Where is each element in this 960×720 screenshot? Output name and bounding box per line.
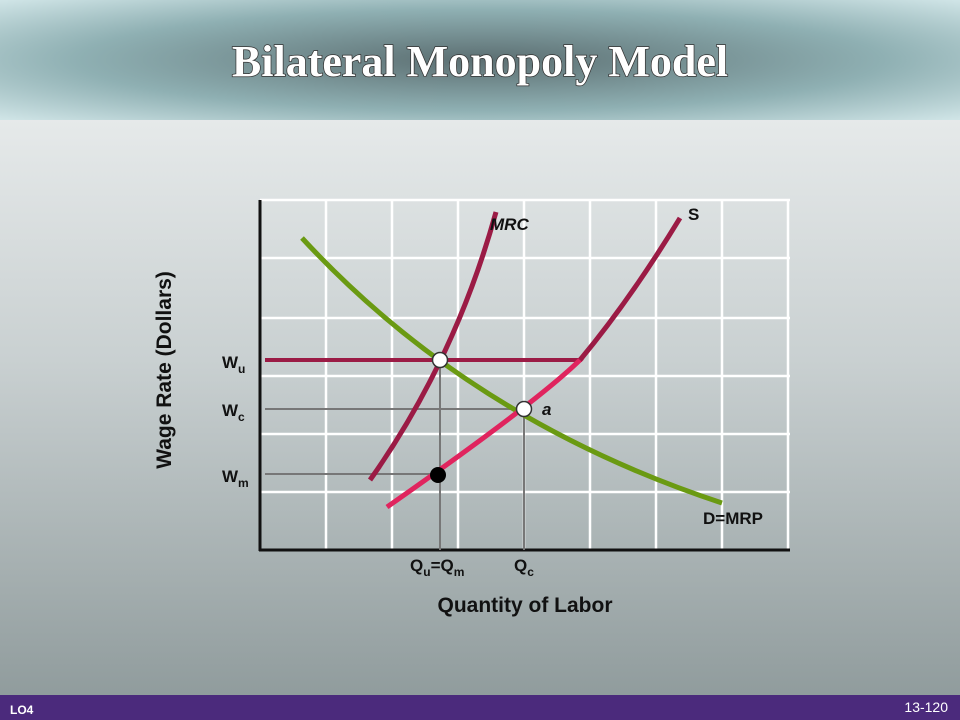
x-axis-label: Quantity of Labor [438, 594, 613, 617]
supply-curve-upper [578, 216, 683, 362]
learning-objective: LO4 [10, 703, 34, 717]
quantity-label-union: Qu=Qm [410, 556, 464, 579]
wage-label-union: Wu [222, 353, 245, 376]
quantity-label-competitive: Qc [514, 556, 534, 579]
competitive-point [515, 400, 533, 418]
monopsony-point [430, 467, 446, 483]
header-band [0, 0, 960, 120]
supply-label: S [688, 205, 699, 224]
demand-curve [300, 236, 723, 506]
demand-label: D=MRP [703, 509, 763, 528]
supply-curve-lower [385, 356, 584, 510]
guide-lines [265, 360, 525, 550]
union-point [431, 351, 449, 369]
footer-bar [0, 695, 960, 720]
wage-label-competitive: Wc [222, 401, 245, 424]
wage-label-monopsony: Wm [222, 467, 249, 490]
mrc-label: MRC [490, 215, 529, 234]
point-label: a [542, 400, 551, 419]
page-number: 13-120 [904, 699, 948, 715]
y-axis-label: Wage Rate (Dollars) [153, 271, 176, 469]
title: Bilateral Monopoly Model [232, 37, 728, 86]
